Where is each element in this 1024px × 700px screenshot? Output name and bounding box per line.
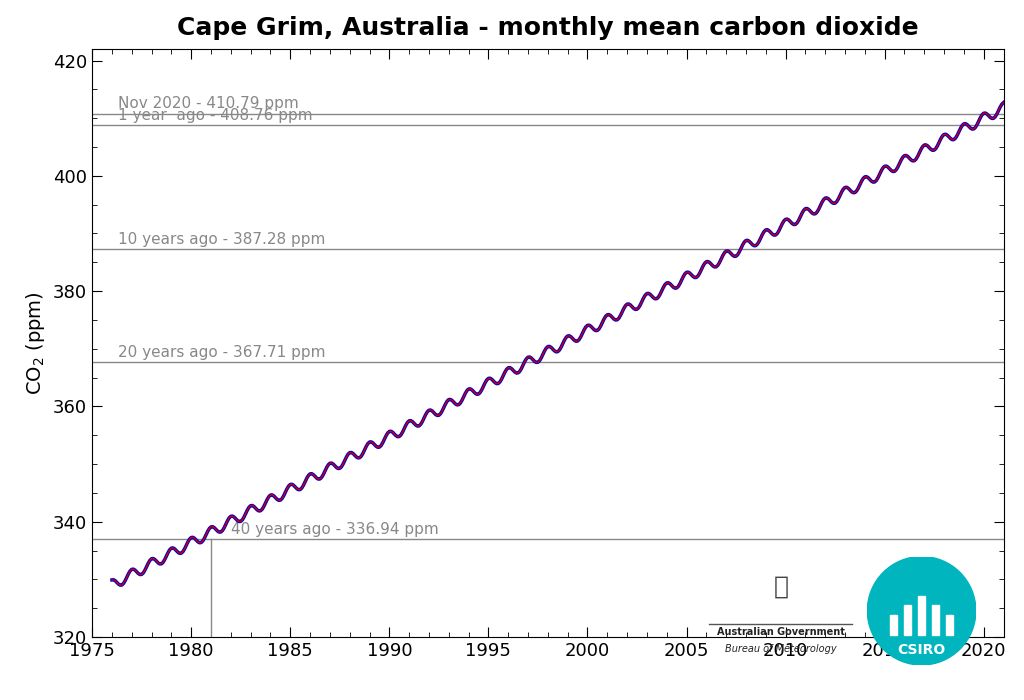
Text: Australian Government: Australian Government [717,627,845,638]
Text: 20 years ago - 367.71 ppm: 20 years ago - 367.71 ppm [118,344,326,360]
Text: 10 years ago - 387.28 ppm: 10 years ago - 387.28 ppm [118,232,326,247]
Title: Cape Grim, Australia - monthly mean carbon dioxide: Cape Grim, Australia - monthly mean carb… [177,16,919,40]
Bar [946,615,953,635]
Circle shape [867,556,976,665]
Text: Nov 2020 - 410.79 ppm: Nov 2020 - 410.79 ppm [118,97,299,111]
Bar [890,615,897,635]
Bar [932,606,939,635]
Text: 40 years ago - 336.94 ppm: 40 years ago - 336.94 ppm [230,522,438,537]
Text: Bureau of Meteorology: Bureau of Meteorology [725,644,837,654]
Bar [919,596,925,635]
Bar [904,606,911,635]
Y-axis label: CO$_2$ (ppm): CO$_2$ (ppm) [25,291,47,395]
Text: CSIRO: CSIRO [897,643,946,657]
Text: 1 year  ago - 408.76 ppm: 1 year ago - 408.76 ppm [118,108,312,123]
Text: 🦘: 🦘 [773,575,788,599]
